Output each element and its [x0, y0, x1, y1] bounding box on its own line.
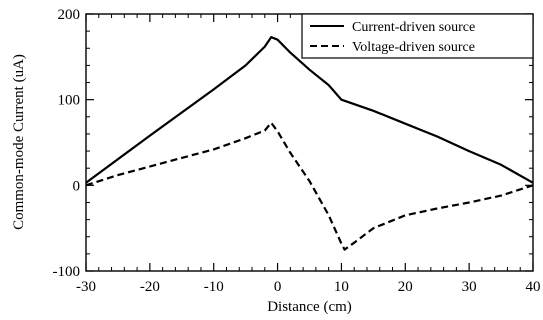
x-tick-label: -10	[204, 279, 224, 295]
series-line-voltage-driven	[85, 121, 534, 251]
x-tick-label: 0	[274, 279, 282, 295]
x-tick-labels: -30 -20 -10 0 10 20 30 40	[76, 279, 541, 295]
y-tick-label: 100	[58, 93, 81, 109]
x-tick-label: 10	[334, 279, 349, 295]
x-tick-label: 40	[526, 279, 541, 295]
legend: Current-driven source Voltage-driven sou…	[301, 13, 534, 59]
x-axis-title: Distance (cm)	[267, 299, 352, 315]
x-tick-label: 20	[398, 279, 413, 295]
series-lines	[85, 35, 534, 251]
x-tick-label: -30	[76, 279, 96, 295]
y-tick-labels: -100 0 100 200	[53, 7, 81, 280]
y-tick-label: -100	[53, 264, 81, 280]
legend-box	[301, 13, 534, 59]
x-tick-label: 30	[462, 279, 477, 295]
legend-label-current-driven: Current-driven source	[352, 20, 475, 35]
series-line-current-driven	[85, 35, 534, 184]
y-axis-title: Common-mode Current (uA)	[11, 54, 27, 230]
y-tick-label: 200	[58, 7, 81, 23]
x-tick-label: -20	[140, 279, 160, 295]
y-tick-label: 0	[73, 178, 81, 194]
legend-label-voltage-driven: Voltage-driven source	[352, 40, 475, 55]
